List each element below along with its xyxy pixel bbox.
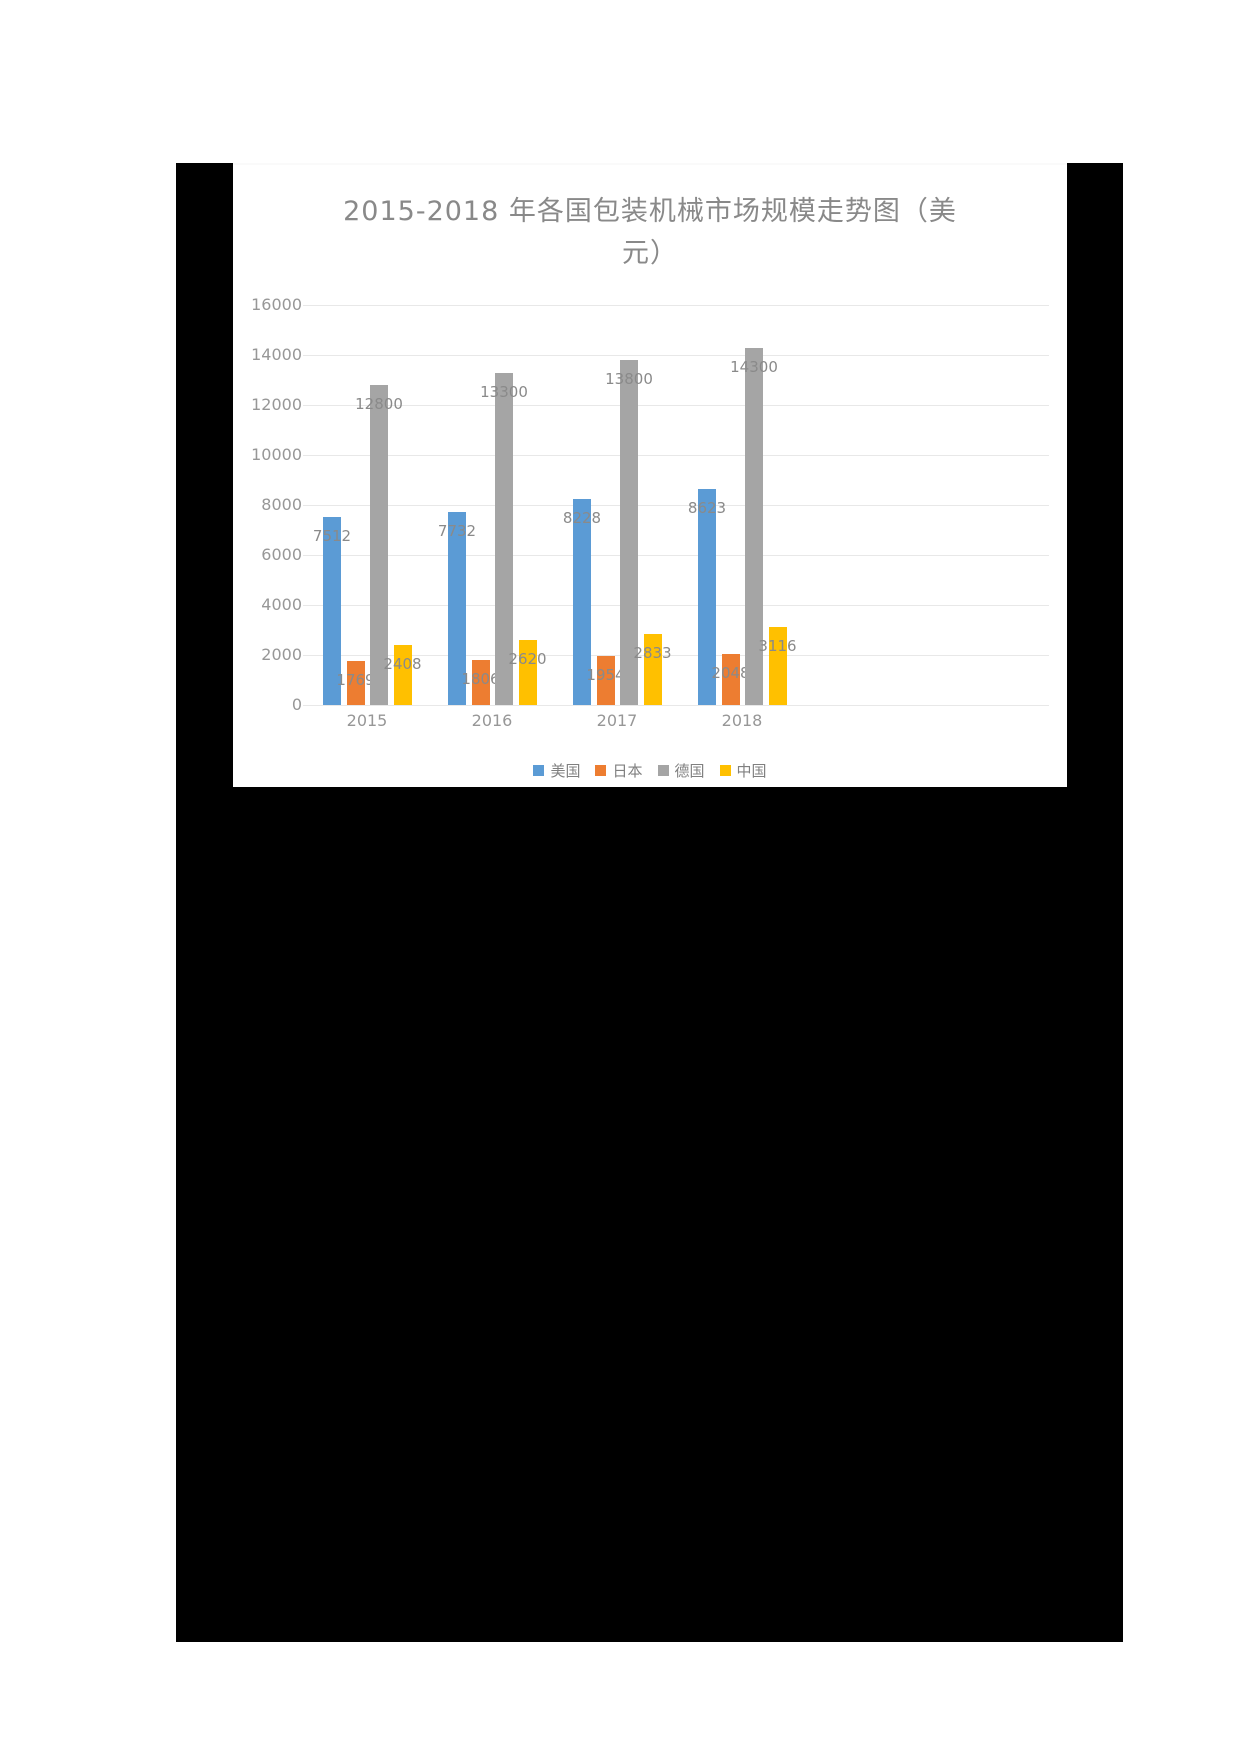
y-tick-label: 2000 — [261, 645, 302, 664]
x-tick-label-2015: 2015 — [346, 711, 388, 730]
y-tick-label: 10000 — [251, 445, 302, 464]
bar-中国-2018 — [768, 627, 787, 705]
bar-美国-2016 — [448, 511, 466, 705]
chart-legend: 美国 日本 德国 中国 — [233, 760, 1067, 781]
bar-value-label: 7732 — [437, 521, 477, 540]
bar-value-label: 14300 — [730, 357, 778, 376]
legend-swatch-icon — [533, 765, 545, 776]
bar-value-label: 8228 — [562, 509, 602, 528]
x-tick-label-2017: 2017 — [596, 711, 638, 730]
legend-item-日本: 日本 — [595, 760, 643, 781]
bar-中国-2015 — [393, 644, 412, 705]
chart-title-line1: 2015-2018 年各国包装机械市场规模走势图（美 — [343, 196, 957, 227]
bar-value-label: 1954 — [586, 666, 625, 685]
bar-value-label: 2408 — [383, 654, 422, 673]
legend-swatch-icon — [595, 765, 607, 776]
bar-value-label: 13800 — [605, 370, 653, 388]
bar-value-label: 1769 — [336, 670, 375, 689]
bar-美国-2017 — [573, 499, 591, 705]
bar-德国-2018 — [745, 347, 763, 705]
gridline — [303, 405, 1049, 406]
gridline — [303, 355, 1049, 356]
bar-美国-2015 — [323, 517, 341, 705]
legend-item-中国: 中国 — [719, 760, 767, 781]
bar-value-label: 13300 — [480, 382, 528, 401]
bar-value-label: 1806 — [461, 669, 500, 688]
y-tick-label: 12000 — [251, 395, 302, 414]
bar-日本-2015 — [346, 660, 365, 705]
legend-label: 美国 — [550, 762, 581, 780]
y-tick-label: 8000 — [261, 495, 302, 514]
legend-item-德国: 德国 — [657, 760, 705, 781]
bar-日本-2018 — [721, 653, 740, 705]
legend-label: 日本 — [612, 762, 643, 780]
bar-value-label: 2048 — [711, 663, 750, 682]
gridline — [303, 455, 1049, 456]
x-tick-label-2016: 2016 — [471, 711, 513, 730]
x-tick-label-2018: 2018 — [721, 711, 763, 730]
bar-日本-2017 — [596, 656, 615, 705]
y-tick-label: 4000 — [261, 595, 302, 614]
gridline — [303, 655, 1049, 656]
legend-label: 德国 — [674, 762, 705, 780]
bar-日本-2016 — [471, 659, 490, 705]
y-tick-label: 0 — [291, 695, 302, 714]
y-tick-label: 6000 — [261, 545, 302, 564]
plot-area: 0 2000 4000 6000 8000 10000 12000 14000 16000 751… — [233, 165, 1067, 787]
bar-德国-2015 — [370, 385, 388, 705]
y-tick-label: 14000 — [251, 345, 302, 364]
bar-value-label: 8623 — [687, 499, 727, 518]
chart-title-line2: 元） — [622, 238, 678, 269]
legend-label: 中国 — [736, 762, 767, 780]
y-tick-label: 16000 — [251, 295, 302, 314]
gridline — [303, 705, 1049, 706]
bar-value-label: 12800 — [355, 395, 403, 413]
chart-title: 2015-2018 年各国包装机械市场规模走势图（美 元） — [233, 191, 1067, 275]
gridline — [303, 305, 1049, 306]
gridline — [303, 555, 1049, 556]
bar-value-label: 2833 — [633, 644, 672, 663]
gridline — [303, 605, 1049, 606]
bar-value-label: 7512 — [312, 527, 352, 546]
bar-value-label: 3116 — [758, 637, 797, 656]
legend-swatch-icon — [719, 765, 731, 776]
bar-德国-2017 — [620, 360, 638, 705]
chart-panel: 2015-2018 年各国包装机械市场规模走势图（美 元） 0 2000 4000 6… — [233, 163, 1067, 787]
bar-中国-2016 — [518, 639, 537, 705]
bar-美国-2018 — [698, 489, 716, 705]
legend-swatch-icon — [657, 765, 669, 776]
legend-item-美国: 美国 — [533, 760, 580, 781]
bar-德国-2016 — [495, 372, 513, 705]
bar-中国-2017 — [643, 634, 662, 705]
bar-value-label: 2620 — [508, 649, 547, 668]
gridline — [303, 505, 1049, 506]
